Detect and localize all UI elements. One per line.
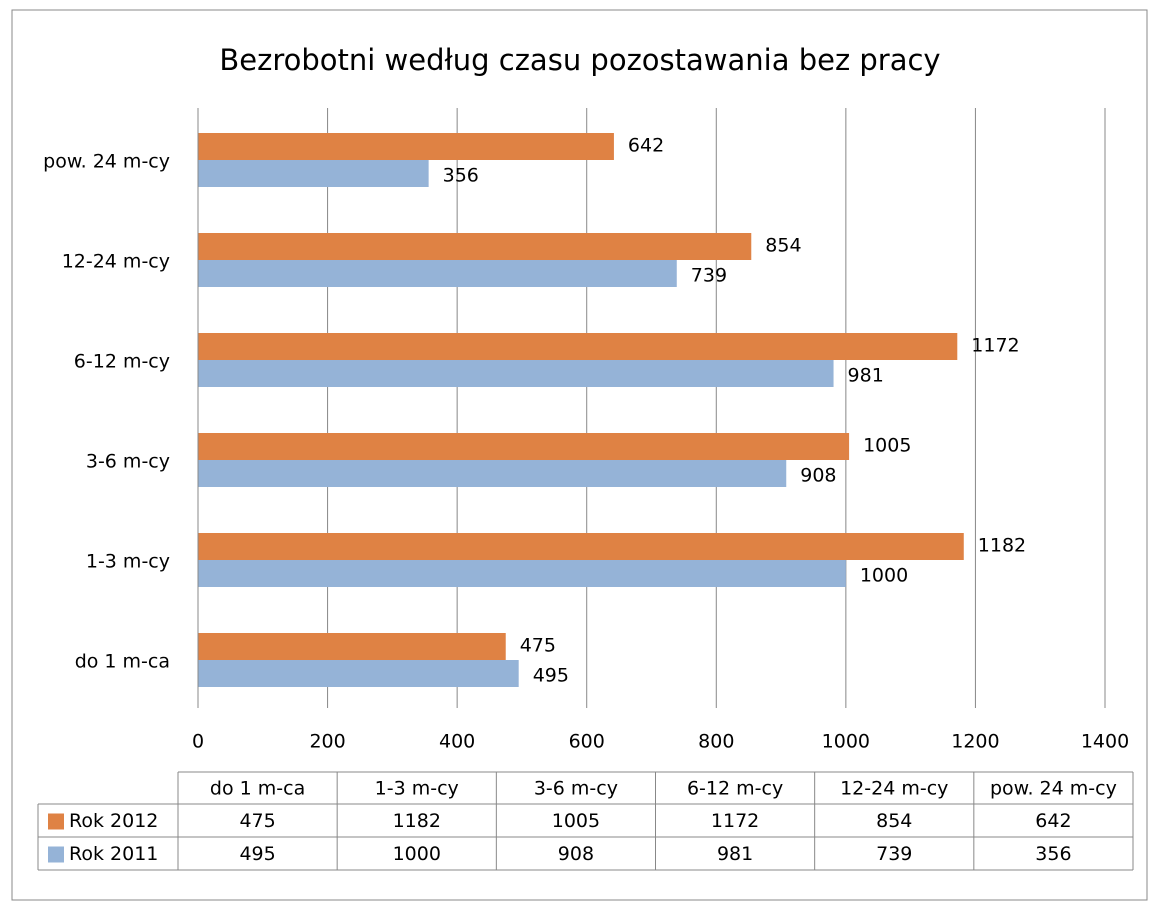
value-label: 475 (520, 635, 556, 657)
table-cell: 356 (1035, 843, 1071, 865)
table-cell: 1172 (711, 810, 759, 832)
value-label: 1000 (860, 565, 908, 587)
legend-label: Rok 2011 (69, 843, 158, 865)
table-cell: 854 (876, 810, 912, 832)
table-cell: 1182 (393, 810, 441, 832)
bar (198, 433, 850, 460)
x-tick-label: 0 (192, 731, 204, 753)
y-tick-label: 3-6 m-cy (86, 451, 170, 473)
bar (198, 460, 787, 487)
value-label: 908 (800, 465, 836, 487)
bar (198, 333, 958, 360)
table-cell: 981 (717, 843, 753, 865)
x-tick-label: 1000 (822, 731, 870, 753)
x-tick-label: 600 (569, 731, 605, 753)
table-cell: 739 (876, 843, 912, 865)
bar (198, 533, 964, 560)
table-header: 6-12 m-cy (687, 778, 783, 800)
value-label: 642 (628, 135, 664, 157)
bar (198, 633, 506, 660)
bar (198, 133, 614, 160)
table-header: pow. 24 m-cy (990, 778, 1117, 800)
value-label: 1182 (978, 535, 1026, 557)
value-label: 739 (691, 265, 727, 287)
value-label: 495 (533, 665, 569, 687)
bar (198, 160, 429, 187)
y-tick-label: pow. 24 m-cy (43, 151, 170, 173)
table-cell: 908 (558, 843, 594, 865)
bar (198, 560, 846, 587)
value-label: 981 (848, 365, 884, 387)
table-cell: 642 (1035, 810, 1071, 832)
y-tick-label: 6-12 m-cy (74, 351, 170, 373)
legend-label: Rok 2012 (69, 810, 158, 832)
bar (198, 660, 519, 687)
x-tick-label: 1400 (1081, 731, 1129, 753)
value-label: 1172 (971, 335, 1019, 357)
bar (198, 260, 677, 287)
table-cell: 475 (239, 810, 275, 832)
bar (198, 360, 834, 387)
x-tick-label: 800 (698, 731, 734, 753)
bar (198, 233, 752, 260)
y-tick-label: do 1 m-ca (75, 651, 170, 673)
y-tick-label: 1-3 m-cy (86, 551, 170, 573)
x-tick-label: 1200 (951, 731, 999, 753)
x-tick-label: 400 (439, 731, 475, 753)
chart-title: Bezrobotni według czasu pozostawania bez… (219, 43, 940, 77)
x-tick-label: 200 (309, 731, 345, 753)
table-header: 1-3 m-cy (375, 778, 459, 800)
value-label: 356 (443, 165, 479, 187)
value-label: 1005 (863, 435, 911, 457)
legend-swatch (48, 813, 64, 830)
y-tick-label: 12-24 m-cy (62, 251, 170, 273)
table-cell: 1005 (552, 810, 600, 832)
table-header: 3-6 m-cy (534, 778, 618, 800)
table-header: do 1 m-ca (210, 778, 305, 800)
table-cell: 495 (239, 843, 275, 865)
table-cell: 1000 (393, 843, 441, 865)
value-label: 854 (765, 235, 801, 257)
table-header: 12-24 m-cy (840, 778, 948, 800)
legend-swatch (48, 846, 64, 863)
